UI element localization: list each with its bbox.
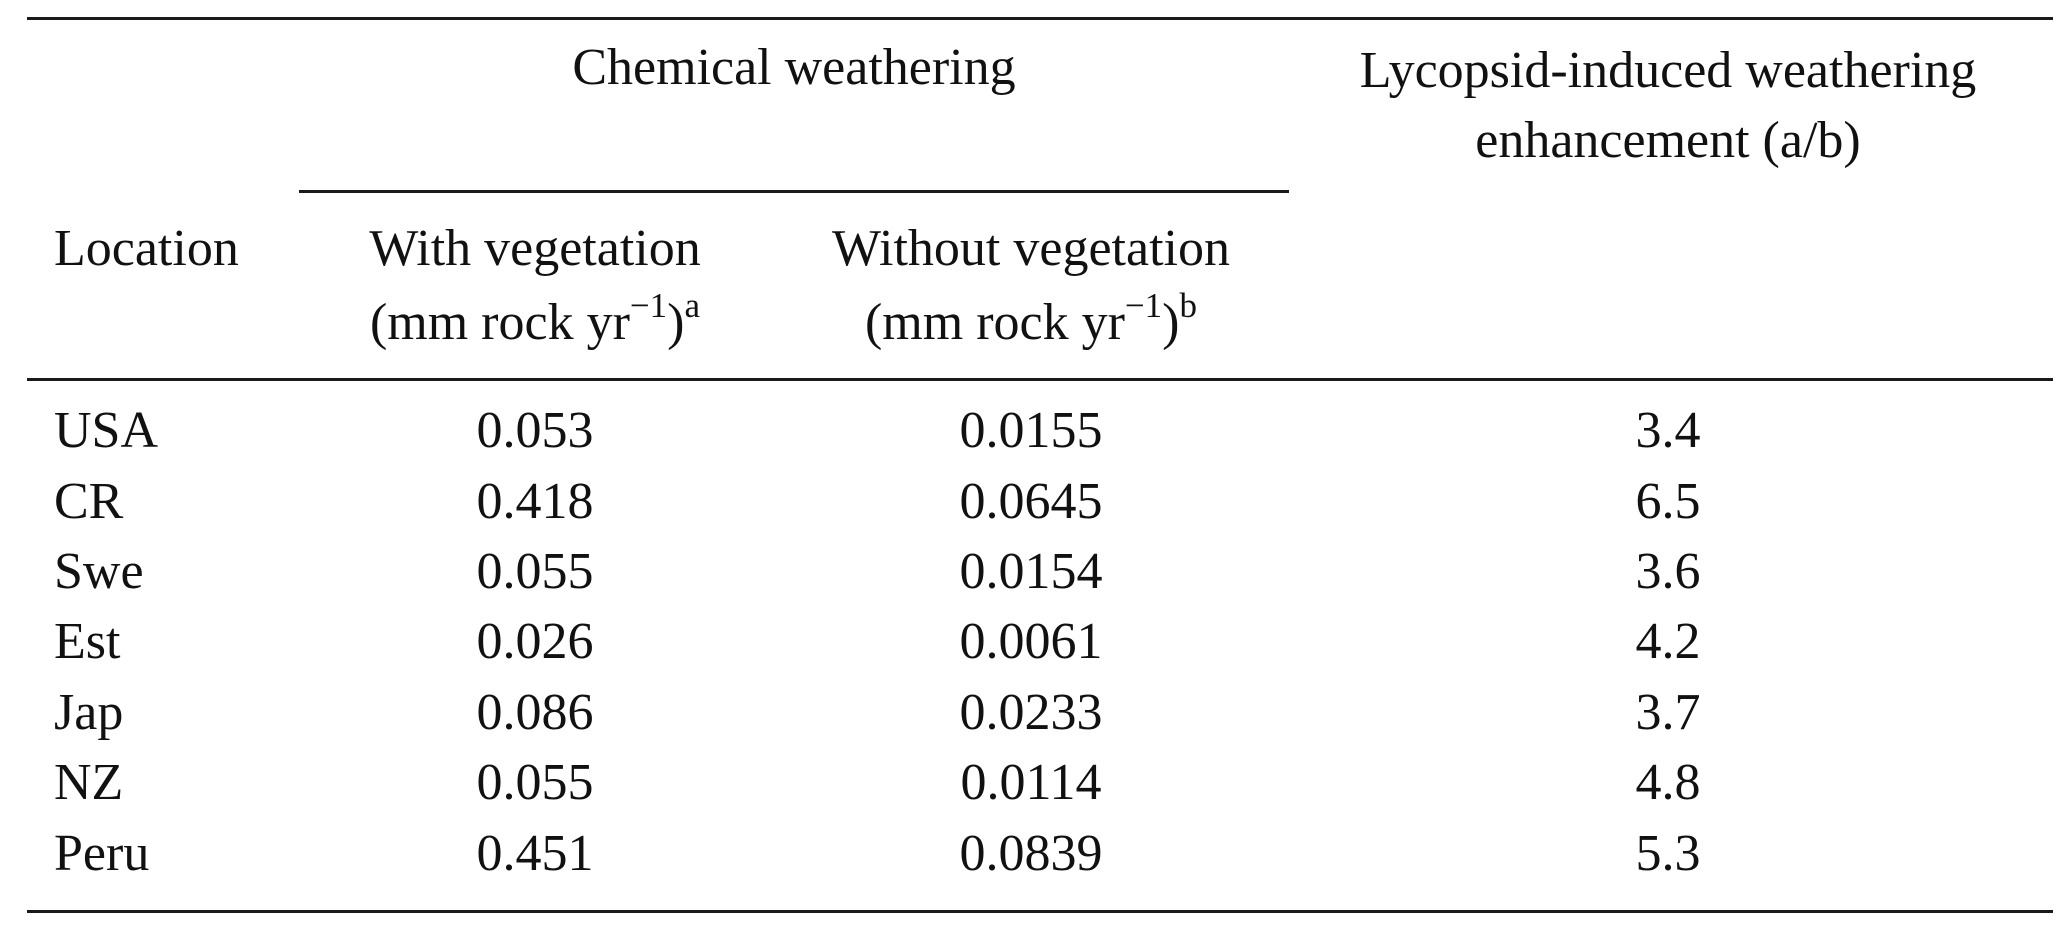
cell-enhancement: 3.7 (1635, 684, 1701, 741)
cell-with-vegetation: 0.055 (476, 543, 594, 600)
cell-enhancement: 6.5 (1635, 473, 1701, 530)
footnote-marker-a: a (684, 285, 701, 325)
cell-enhancement: 3.6 (1635, 543, 1701, 600)
header-without-vegetation-line1: Without vegetation (832, 220, 1230, 277)
header-enhancement: Lycopsid-induced weathering enhancement … (1360, 36, 1977, 176)
cell-without-vegetation: 0.0645 (959, 473, 1103, 530)
cell-without-vegetation: 0.0155 (959, 402, 1103, 459)
header-location: Location (54, 220, 239, 277)
header-enhancement-line1: Lycopsid-induced weathering (1359, 42, 1977, 99)
cell-location: USA (54, 402, 159, 459)
table-bottom-rule (27, 910, 2053, 913)
cell-without-vegetation: 0.0233 (959, 684, 1103, 741)
group-header-chemical-weathering: Chemical weathering (572, 39, 1016, 96)
cell-location: NZ (54, 754, 124, 811)
cell-with-vegetation: 0.055 (476, 754, 594, 811)
unit-exponent: −1 (629, 285, 668, 325)
header-with-vegetation: With vegetation (mm rock yr−1)a (369, 212, 700, 360)
cell-location: Jap (54, 684, 124, 741)
cell-without-vegetation: 0.0114 (960, 754, 1102, 811)
cell-enhancement: 3.4 (1635, 402, 1701, 459)
footnote-marker-b: b (1179, 285, 1198, 325)
cell-enhancement: 4.2 (1635, 613, 1701, 670)
cell-enhancement: 5.3 (1635, 825, 1701, 882)
header-without-vegetation-unit: (mm rock yr−1)b (864, 285, 1198, 351)
cell-location: CR (54, 473, 124, 530)
cell-location: Peru (54, 825, 150, 882)
cell-location: Swe (54, 543, 144, 600)
cell-location: Est (54, 613, 121, 670)
cell-with-vegetation: 0.026 (476, 613, 594, 670)
table-top-rule (27, 17, 2053, 20)
header-without-vegetation: Without vegetation (mm rock yr−1)b (832, 212, 1230, 360)
cell-enhancement: 4.8 (1635, 754, 1701, 811)
cell-without-vegetation: 0.0154 (959, 543, 1103, 600)
cell-without-vegetation: 0.0061 (959, 613, 1103, 670)
cell-with-vegetation: 0.451 (476, 825, 594, 882)
cell-without-vegetation: 0.0839 (959, 825, 1103, 882)
cell-with-vegetation: 0.418 (476, 473, 594, 530)
cell-with-vegetation: 0.086 (476, 684, 594, 741)
header-with-vegetation-line1: With vegetation (369, 220, 701, 277)
header-enhancement-line2: enhancement (a/b) (1475, 112, 1861, 169)
unit-exponent: −1 (1124, 285, 1163, 325)
group-header-underline (299, 190, 1289, 193)
table-header-rule (27, 378, 2053, 381)
header-with-vegetation-unit: (mm rock yr−1)a (369, 285, 701, 351)
cell-with-vegetation: 0.053 (476, 402, 594, 459)
